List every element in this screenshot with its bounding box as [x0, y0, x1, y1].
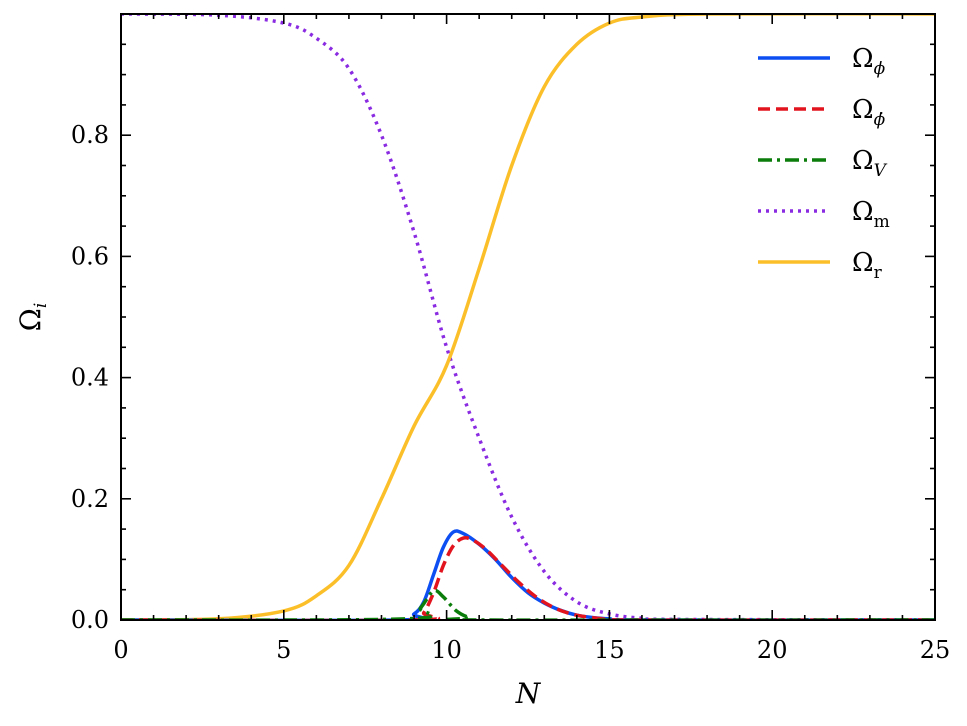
legend-label-sub: ϕ [874, 59, 886, 79]
legend-label-sub: m [874, 212, 890, 232]
legend-label-0: Ωϕ [852, 44, 886, 79]
x-tick-labels: 0 5 10 15 20 25 [113, 636, 950, 664]
legend-label-main: Ω [852, 95, 874, 125]
legend-label-sub: ϕ̇ [874, 110, 886, 130]
legend-label-3: Ωm [852, 197, 890, 232]
plot-frame [120, 13, 936, 621]
legend-label-sub: V [874, 161, 888, 181]
y-tick-label: 0.0 [71, 606, 109, 634]
y-tick-label: 0.8 [71, 121, 109, 149]
x-tick-label: 10 [431, 636, 462, 664]
x-tick-label: 25 [920, 636, 951, 664]
y-tick-label: 0.2 [71, 485, 109, 513]
x-tick-label: 15 [594, 636, 625, 664]
legend-label-1: Ωϕ̇ [852, 95, 886, 130]
x-tick-label: 0 [113, 636, 128, 664]
legend-label-4: Ωr [852, 248, 883, 283]
y-tick-label: 0.6 [71, 242, 109, 270]
y-tick-label: 0.4 [71, 364, 109, 392]
y-axis-label-sub: i [31, 303, 51, 308]
plot-area [121, 14, 935, 620]
legend-label-main: Ω [852, 248, 874, 278]
legend-label-sub: r [874, 263, 883, 283]
x-tick-label: 20 [757, 636, 788, 664]
legend-label-2: ΩV [852, 146, 888, 181]
y-tick-labels: 0.0 0.2 0.4 0.6 0.8 [71, 121, 109, 634]
legend-label-main: Ω [852, 197, 874, 227]
x-tick-label: 5 [276, 636, 291, 664]
legend-label-main: Ω [852, 146, 874, 176]
x-axis-label: N [515, 677, 542, 710]
y-axis-label: Ωi [14, 303, 51, 332]
y-axis-label-main: Ω [14, 308, 47, 331]
legend-label-main: Ω [852, 44, 874, 74]
